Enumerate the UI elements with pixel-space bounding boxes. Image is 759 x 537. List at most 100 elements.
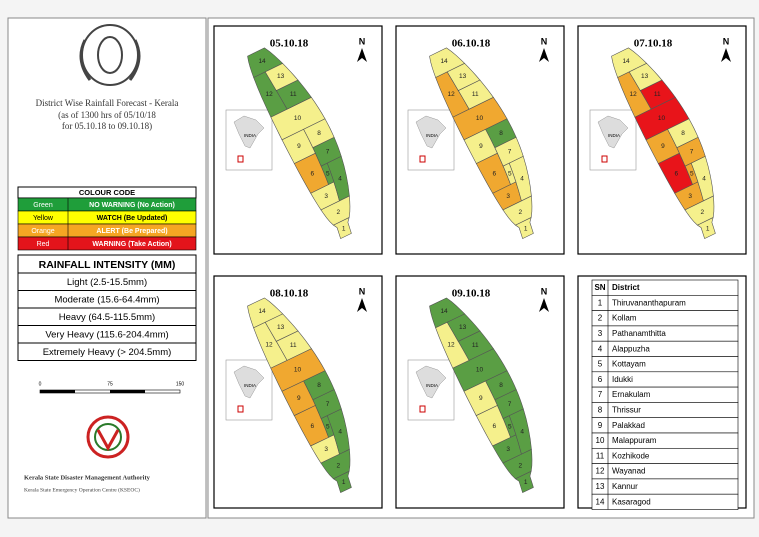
district xyxy=(320,195,351,226)
district xyxy=(270,348,326,392)
district-number: 13 xyxy=(641,73,649,80)
district-sn: 1 xyxy=(598,298,603,307)
colour-name: Red xyxy=(37,241,50,248)
district-number: 9 xyxy=(479,395,483,402)
district-number: 3 xyxy=(688,193,692,200)
district-sn: 9 xyxy=(598,421,603,430)
district-name: Malappuram xyxy=(612,436,657,445)
district-table: SN District 1 Thiruvananthapuram 2 Kollam 3 Pat… xyxy=(577,275,747,510)
district-name: Kannur xyxy=(612,482,638,491)
district xyxy=(502,448,533,480)
district-sn: 6 xyxy=(598,375,603,384)
inset-highlight xyxy=(419,155,426,163)
district xyxy=(446,62,481,91)
district-number: 14 xyxy=(258,308,266,315)
district-number: 12 xyxy=(447,91,455,98)
inset-highlight xyxy=(237,155,244,163)
district-number: 12 xyxy=(265,91,273,98)
district-number: 12 xyxy=(629,91,637,98)
district-sn: 13 xyxy=(596,482,605,491)
district-name: Ernakulam xyxy=(612,390,651,399)
scale-bar-fill xyxy=(40,390,75,393)
district-number: 9 xyxy=(297,395,301,402)
inset-highlight xyxy=(237,405,244,413)
table-header: SN xyxy=(594,283,605,292)
district-number: 2 xyxy=(700,209,704,216)
district-number: 10 xyxy=(476,366,484,373)
district xyxy=(463,128,498,164)
inset-country xyxy=(233,115,265,149)
district-number: 6 xyxy=(492,423,496,430)
district-number: 3 xyxy=(324,446,328,453)
org-name: Kerala State Disaster Management Authori… xyxy=(24,474,151,481)
north-label: N xyxy=(541,36,548,46)
district-sn: 7 xyxy=(598,390,603,399)
district-name: Pathanamthitta xyxy=(612,329,666,338)
district-number: 10 xyxy=(294,366,302,373)
district-number: 14 xyxy=(258,58,266,65)
district-number: 10 xyxy=(658,115,666,122)
district-number: 11 xyxy=(472,342,479,349)
district-name: Kozhikode xyxy=(612,451,650,460)
district-number: 11 xyxy=(654,91,661,98)
emblem xyxy=(79,24,141,86)
district-number: 7 xyxy=(508,401,512,408)
district-number: 14 xyxy=(440,308,448,315)
district xyxy=(332,216,352,240)
map-date: 09.10.18 xyxy=(452,288,491,300)
maps: 05.10.18 NINDIA123456789101112131406.10.1… xyxy=(213,25,747,510)
map-date: 07.10.18 xyxy=(634,38,673,50)
north-label: N xyxy=(541,286,548,296)
inset-label: INDIA xyxy=(426,133,438,138)
colour-name: Yellow xyxy=(33,215,54,222)
district-number: 1 xyxy=(706,225,710,232)
district-name: Thiruvananthapuram xyxy=(612,298,686,307)
intensity-label: Very Heavy (115.6-204.4mm) xyxy=(45,330,168,341)
district xyxy=(514,216,534,240)
district-number: 14 xyxy=(440,58,448,65)
inset-label: INDIA xyxy=(244,133,256,138)
district xyxy=(446,313,481,342)
scale-label: 150 xyxy=(176,381,185,387)
intensity-label: Extremely Heavy (> 204.5mm) xyxy=(43,347,172,358)
district xyxy=(264,62,299,91)
district xyxy=(264,313,299,342)
colour-code-title: COLOUR CODE xyxy=(79,188,135,197)
org-line: Kerala State Emergency Operation Centre … xyxy=(24,486,140,493)
district-number: 7 xyxy=(326,148,330,155)
colour-name: Green xyxy=(33,202,53,209)
district xyxy=(684,195,715,226)
district-number: 6 xyxy=(311,170,315,177)
district-number: 10 xyxy=(476,115,484,122)
district-number: 13 xyxy=(277,324,285,331)
district xyxy=(247,47,284,78)
district-number: 8 xyxy=(317,130,321,137)
district-number: 9 xyxy=(297,143,301,150)
colour-meaning: WATCH (Be Updated) xyxy=(97,215,168,222)
district-sn: 10 xyxy=(596,436,605,445)
colour-meaning: NO WARNING (No Action) xyxy=(89,202,175,209)
north-arrow xyxy=(357,48,367,62)
title: District Wise Rainfall Forecast - Kerala xyxy=(36,98,179,108)
scale-label: 0 xyxy=(39,381,42,387)
district-number: 2 xyxy=(518,462,522,469)
colour-name: Orange xyxy=(31,228,54,235)
north-label: N xyxy=(723,36,730,46)
district-sn: 2 xyxy=(598,314,603,323)
district-number: 13 xyxy=(459,73,467,80)
district xyxy=(429,297,466,329)
district-sn: 11 xyxy=(596,451,605,460)
ksdma-logo xyxy=(86,415,130,459)
district-number: 8 xyxy=(681,130,685,137)
inset-label: INDIA xyxy=(608,133,620,138)
intensity-label: Heavy (64.5-115.5mm) xyxy=(59,312,155,323)
district-number: 6 xyxy=(675,170,679,177)
district xyxy=(270,96,326,141)
district xyxy=(628,62,663,91)
inset-label: INDIA xyxy=(426,383,438,388)
district-number: 12 xyxy=(447,342,455,349)
district-name: Kottayam xyxy=(612,360,646,369)
map-date: 06.10.18 xyxy=(452,38,491,50)
